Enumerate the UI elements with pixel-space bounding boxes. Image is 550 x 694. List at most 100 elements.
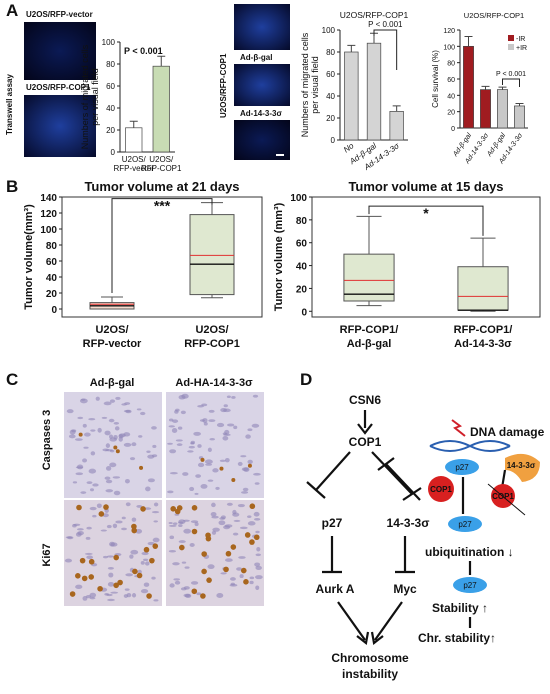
cell <box>169 524 177 527</box>
stain <box>219 466 224 471</box>
box <box>189 214 235 296</box>
x-tick-label: RFP-COP1/ <box>340 324 399 336</box>
cell <box>75 472 84 476</box>
cell <box>247 459 253 464</box>
cell <box>180 587 187 591</box>
cell <box>252 394 259 398</box>
cell <box>151 454 158 458</box>
cell <box>136 408 142 411</box>
cell <box>202 418 208 423</box>
row-label: Ki67 <box>41 543 53 566</box>
node: p27 <box>455 463 469 472</box>
error-bar <box>464 36 473 47</box>
cell <box>144 507 152 510</box>
cell <box>233 425 238 430</box>
x-tick-label: RFP-COP1/ <box>454 324 513 336</box>
legend-label: +IR <box>516 45 527 52</box>
stain <box>200 593 206 599</box>
cell <box>226 502 233 506</box>
row-label: Caspases 3 <box>41 410 53 471</box>
cell <box>143 558 149 562</box>
cell <box>114 426 120 431</box>
cell <box>168 425 175 428</box>
cell <box>224 457 230 463</box>
cell <box>107 581 115 587</box>
cell <box>147 478 155 483</box>
cell <box>227 423 235 427</box>
stain <box>140 506 146 512</box>
cell <box>189 543 195 547</box>
x-tick-label: RFP-vector <box>114 164 155 173</box>
cell <box>177 426 183 430</box>
cell <box>77 531 84 536</box>
cell <box>247 521 256 526</box>
cell <box>211 515 219 519</box>
y-tick-label: 80 <box>447 61 455 68</box>
protein <box>448 516 482 532</box>
cell <box>230 577 236 581</box>
cell <box>115 520 123 524</box>
stain <box>191 588 198 595</box>
cell <box>169 449 177 454</box>
cell <box>178 540 186 543</box>
cell <box>178 394 186 400</box>
cell <box>113 421 120 425</box>
bar <box>125 127 143 153</box>
y-tick-label: 80 <box>326 48 335 57</box>
cell <box>168 549 177 553</box>
cell <box>106 524 112 529</box>
cell <box>103 555 109 559</box>
node: DNA damage <box>470 425 545 439</box>
y-tick-label: 0 <box>111 148 116 157</box>
cell <box>194 522 199 527</box>
node: instability <box>342 667 398 681</box>
cross <box>487 483 526 516</box>
cell <box>190 581 199 585</box>
y-axis-label: Numbers of migrated cells <box>80 44 90 149</box>
cell <box>188 445 195 449</box>
image <box>234 120 290 160</box>
cell <box>231 395 236 399</box>
cell <box>152 444 157 448</box>
cell <box>176 443 183 446</box>
cell <box>196 592 202 596</box>
image <box>234 4 290 50</box>
cell <box>174 409 179 414</box>
y-tick-label: 140 <box>40 193 57 204</box>
cell <box>90 429 96 432</box>
cell <box>112 476 121 479</box>
annotation: * <box>423 205 429 221</box>
cell <box>223 433 231 436</box>
cell <box>216 593 224 598</box>
annotation: P < 0.001 <box>124 46 163 56</box>
cell <box>140 411 146 416</box>
node: Chr. stability↑ <box>418 631 496 645</box>
stain <box>76 504 82 511</box>
cell <box>100 529 108 532</box>
cell <box>68 434 76 439</box>
stain <box>200 457 205 462</box>
cell <box>232 509 237 515</box>
cell <box>74 438 83 441</box>
cell <box>109 399 116 403</box>
y-tick-label: 100 <box>40 225 57 236</box>
cell <box>97 427 102 433</box>
node: p27 <box>458 520 472 529</box>
cell <box>135 528 143 534</box>
stain <box>201 568 207 575</box>
protein <box>445 459 479 475</box>
error-bar <box>129 120 138 128</box>
cell <box>175 439 183 442</box>
cell <box>203 422 208 426</box>
cell <box>172 419 179 423</box>
cell <box>138 435 143 438</box>
cell <box>215 486 220 490</box>
cell <box>216 422 225 428</box>
cell <box>208 419 216 423</box>
y-tick-label: 100 <box>290 193 307 204</box>
cell <box>249 576 255 580</box>
bar <box>344 51 359 141</box>
cell <box>66 409 74 414</box>
cell <box>236 567 243 571</box>
cell <box>64 558 72 563</box>
